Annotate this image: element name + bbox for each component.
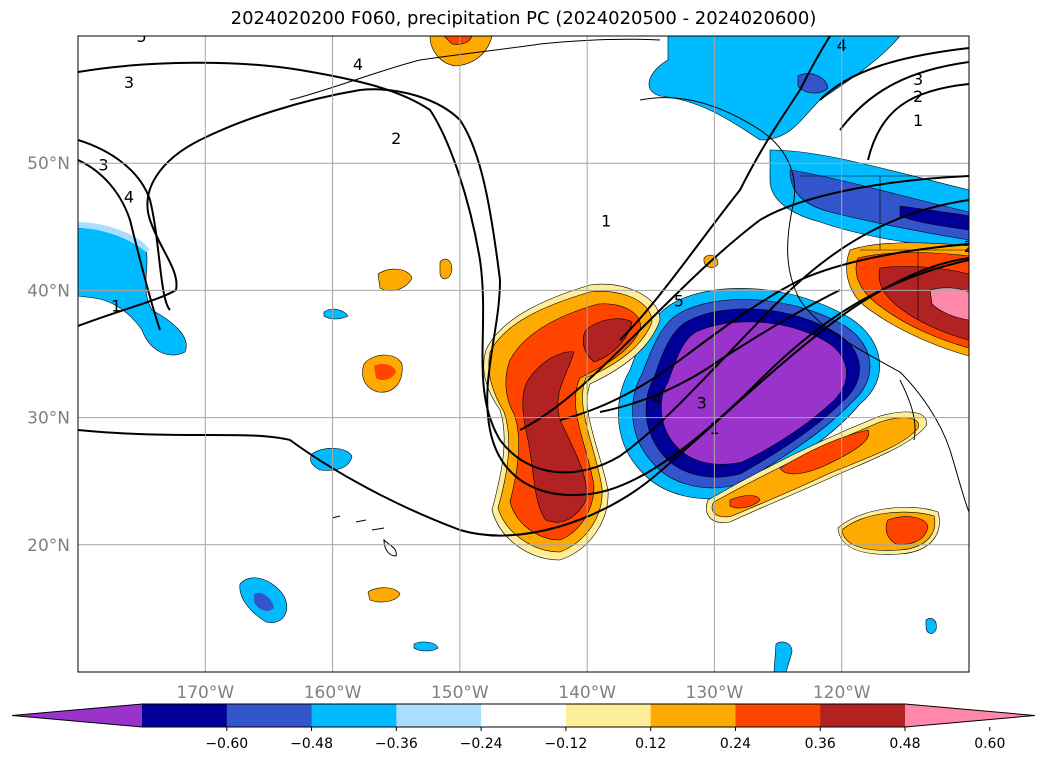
- latitude-tick-label: 40°N: [27, 281, 70, 301]
- contour-line: [78, 139, 171, 311]
- plot-frame: [77, 35, 970, 673]
- colorbar-segment: [396, 704, 482, 727]
- colorbar-extend-max: [905, 704, 1035, 727]
- longitude-tick-label: 130°W: [686, 683, 744, 703]
- positive-anomaly-region: [929, 287, 969, 321]
- colorbar-tick-label: −0.48: [290, 736, 333, 752]
- contour-label: 4: [353, 55, 363, 74]
- contour-label: 1: [913, 111, 923, 130]
- contour-line: [867, 83, 969, 161]
- colorbar-segment: [735, 704, 821, 727]
- positive-anomaly-region: [582, 318, 633, 363]
- contour-line: [819, 47, 969, 101]
- positive-anomaly-region: [522, 351, 587, 523]
- contour-label: 4: [652, 390, 662, 409]
- contour-line: [839, 61, 969, 131]
- contour-label: 5: [674, 292, 684, 311]
- positive-anomaly-region: [885, 516, 929, 545]
- colorbar-segment: [142, 704, 228, 727]
- positive-anomaly-region: [374, 364, 396, 380]
- positive-anomaly-region: [729, 495, 761, 509]
- positive-anomaly-region: [779, 429, 870, 475]
- negative-anomaly-region: [254, 592, 274, 611]
- contour-line: [78, 61, 969, 474]
- contour-line: [78, 159, 161, 331]
- contour-line: [619, 36, 831, 341]
- contour-label: 2: [964, 237, 974, 256]
- colorbar-segment: [311, 704, 397, 727]
- colorbar-tick-label: −0.60: [205, 736, 248, 752]
- contour-line: [519, 175, 969, 431]
- map-title: 2024020200 F060, precipitation PC (20240…: [230, 8, 817, 29]
- precip-fill-layer: [78, 36, 969, 672]
- colorbar-outline: [11, 703, 1036, 728]
- contour-label: 3: [124, 73, 134, 92]
- contour-line: [559, 243, 969, 421]
- colorbar: −0.60 −0.48 −0.36 −0.24 −0.12 0.12 0.24 0.36 0.4…: [11, 703, 1036, 752]
- colorbar-tick-label: 0.60: [974, 736, 1005, 752]
- colorbar-tick-label: 0.12: [635, 736, 666, 752]
- colorbar-segment: [820, 704, 906, 727]
- longitude-tick-label: 120°W: [813, 683, 871, 703]
- contour-label: 3: [913, 70, 923, 89]
- baja-coastline: [899, 379, 916, 441]
- colorbar-tick-label: 0.36: [805, 736, 836, 752]
- contour-line: [78, 257, 969, 537]
- negative-anomaly-region: [413, 641, 439, 652]
- contour-line: [599, 289, 841, 413]
- colorbar-tick-label: 0.48: [889, 736, 920, 752]
- negative-anomaly-region: [310, 447, 353, 471]
- contour-label: 2: [391, 129, 401, 148]
- longitude-tick-label: 170°W: [176, 683, 234, 703]
- graticule: [78, 36, 969, 672]
- contour-line: [78, 88, 969, 496]
- axis-tick-labels: 170°W 160°W 150°W 140°W 130°W 120°W 20°N 30°N 40…: [27, 154, 871, 703]
- longitude-tick-label: 150°W: [431, 683, 489, 703]
- contour-label: 2: [913, 87, 923, 106]
- positive-anomaly-region: [429, 36, 493, 67]
- contour-label: 3: [697, 393, 707, 412]
- positive-anomaly-region: [439, 258, 453, 280]
- north-america-coastline: [639, 97, 969, 513]
- negative-anomaly-region: [773, 641, 793, 672]
- contour-label: 3: [98, 155, 108, 174]
- contour-label: 1: [601, 211, 611, 230]
- colorbar-segment: [226, 704, 313, 727]
- colorbar-extend-min: [12, 704, 142, 727]
- positive-anomaly-region: [878, 266, 969, 341]
- latitude-tick-label: 30°N: [27, 409, 70, 429]
- longitude-tick-label: 140°W: [558, 683, 616, 703]
- colorbar-tick-label: −0.12: [544, 736, 587, 752]
- colorbar-tick-label: −0.36: [375, 736, 418, 752]
- colorbar-segment: [481, 704, 567, 727]
- contour-label: 4: [124, 187, 134, 206]
- contour-label: 1: [111, 297, 121, 316]
- colorbar-tick-label: 0.24: [720, 736, 751, 752]
- contour-label: 5: [137, 27, 147, 46]
- contour-layer: [78, 36, 969, 537]
- longitude-tick-label: 160°W: [304, 683, 362, 703]
- colorbar-segment: [565, 704, 652, 727]
- hawaii-islands: [331, 515, 397, 557]
- negative-anomaly-region: [78, 222, 150, 252]
- colorbar-segment: [650, 704, 736, 727]
- positive-anomaly-region: [367, 587, 401, 603]
- negative-anomaly-region: [925, 618, 937, 634]
- colorbar-tick-label: −0.24: [460, 736, 503, 752]
- latitude-tick-label: 50°N: [27, 154, 70, 174]
- latitude-tick-label: 20°N: [27, 536, 70, 556]
